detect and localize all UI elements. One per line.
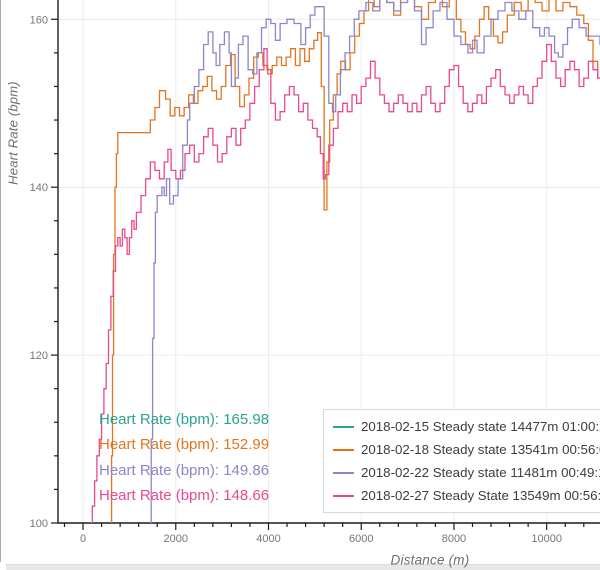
legend-item-label: 2018-02-27 Steady State 13549m 00:56:4 — [361, 488, 600, 503]
legend: 2018-02-15 Steady state 14477m 01:00:2 20… — [323, 409, 600, 513]
legend-line-swatch — [333, 494, 354, 497]
svg-text:0: 0 — [80, 533, 86, 545]
legend-item[interactable]: 2018-02-18 Steady state 13541m 00:56:0 — [324, 438, 600, 461]
legend-item[interactable]: 2018-02-27 Steady State 13549m 00:56:4 — [324, 484, 600, 507]
axis-lines — [57, 0, 600, 524]
y-axis-title: Heart Rate (bpm) — [5, 81, 21, 185]
legend-line-swatch — [333, 448, 354, 451]
svg-text:10000: 10000 — [531, 533, 562, 545]
legend-item-label: 2018-02-15 Steady state 14477m 01:00:2 — [361, 419, 600, 434]
series-line — [110, 0, 600, 523]
legend-line-swatch — [333, 471, 354, 474]
window-left-border — [0, 0, 1, 562]
tick-labels: 0 2000 4000 6000 8000 10000 100 120 140 160 — [30, 14, 562, 545]
tooltip-line: Heart Rate (bpm): 149.86 — [99, 461, 270, 479]
svg-text:6000: 6000 — [349, 533, 373, 545]
legend-item[interactable]: 2018-02-22 Steady state 11481m 00:49:1 — [324, 461, 600, 484]
legend-item[interactable]: 2018-02-15 Steady state 14477m 01:00:2 — [324, 415, 600, 438]
legend-line-swatch — [333, 425, 354, 428]
svg-text:4000: 4000 — [256, 533, 280, 545]
horizontal-scrollbar[interactable] — [6, 564, 600, 570]
hover-readout: Heart Rate (bpm): 165.98 Heart Rate (bpm)… — [99, 407, 269, 509]
legend-item-label: 2018-02-22 Steady state 11481m 00:49:1 — [361, 465, 600, 480]
gridlines — [58, 0, 600, 523]
svg-text:140: 140 — [30, 182, 48, 194]
svg-text:2000: 2000 — [164, 533, 188, 545]
tooltip-line: Heart Rate (bpm): 165.98 — [99, 411, 270, 428]
series-line — [90, 43, 600, 523]
tooltip-line: Heart Rate (bpm): 152.99 — [99, 436, 270, 454]
tooltip-line: Heart Rate (bpm): 148.66 — [99, 487, 270, 505]
svg-text:100: 100 — [30, 518, 48, 530]
series-line — [150, 0, 600, 523]
series-lines — [90, 0, 600, 523]
svg-text:160: 160 — [30, 14, 48, 26]
svg-text:8000: 8000 — [442, 533, 466, 545]
legend-item-label: 2018-02-18 Steady state 13541m 00:56:0 — [361, 442, 600, 457]
svg-text:120: 120 — [30, 350, 48, 362]
x-axis-title: Distance (m) — [390, 552, 470, 568]
